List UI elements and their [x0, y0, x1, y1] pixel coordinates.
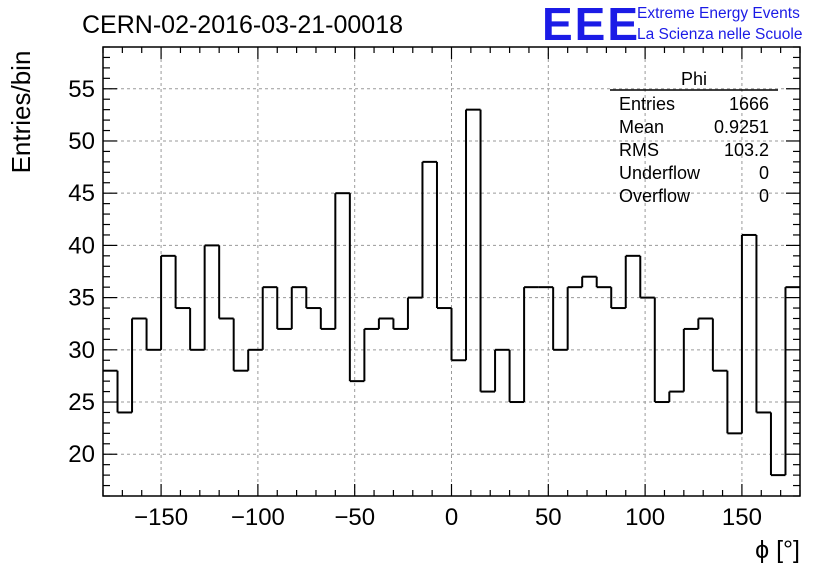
y-tick-label: 20: [68, 441, 95, 468]
y-axis-label: Entries/bin: [6, 51, 36, 174]
y-tick-label: 25: [68, 389, 95, 416]
x-tick-label: 0: [445, 504, 458, 531]
y-tick-label: 40: [68, 232, 95, 259]
x-axis-label: ϕ [°]: [755, 536, 800, 564]
eee-logo-text: EEE: [542, 0, 640, 50]
stats-rms-label: RMS: [619, 140, 659, 160]
stats-entries-label: Entries: [619, 94, 675, 114]
x-tick-label: −150: [134, 504, 188, 531]
x-tick-label: 50: [535, 504, 562, 531]
stats-rms-value: 103.2: [724, 140, 769, 160]
stats-overflow-label: Overflow: [619, 186, 691, 206]
y-tick-label: 30: [68, 337, 95, 364]
chart-title: CERN-02-2016-03-21-00018: [82, 11, 403, 39]
eee-logo-line2: La Scienza nelle Scuole: [637, 26, 802, 43]
eee-logo-line1: Extreme Energy Events: [637, 5, 800, 22]
y-tick-label: 50: [68, 128, 95, 155]
stats-mean-value: 0.9251: [714, 117, 769, 137]
grid-lines: [103, 47, 800, 496]
y-tick-label: 35: [68, 285, 95, 312]
stats-underflow-label: Underflow: [619, 163, 701, 183]
stats-entries-value: 1666: [729, 94, 769, 114]
x-tick-label: −50: [334, 504, 375, 531]
stats-box: Phi Entries 1666 Mean 0.9251 RMS 103.2 U…: [610, 69, 778, 206]
stats-mean-label: Mean: [619, 117, 664, 137]
x-tick-label: 150: [722, 504, 762, 531]
x-tick-label: 100: [625, 504, 665, 531]
y-tick-label: 55: [68, 76, 95, 103]
x-tick-label: −100: [231, 504, 285, 531]
stats-overflow-value: 0: [759, 186, 769, 206]
tick-labels: −150 −100 −50 0 50 100 150 20 25 30 35 40 45 50 55: [68, 76, 762, 531]
stats-underflow-value: 0: [759, 163, 769, 183]
stats-title: Phi: [681, 69, 707, 89]
axis-ticks: [102, 46, 801, 497]
y-tick-label: 45: [68, 180, 95, 207]
eee-logo: EEE Extreme Energy Events La Scienza nel…: [542, 0, 802, 50]
